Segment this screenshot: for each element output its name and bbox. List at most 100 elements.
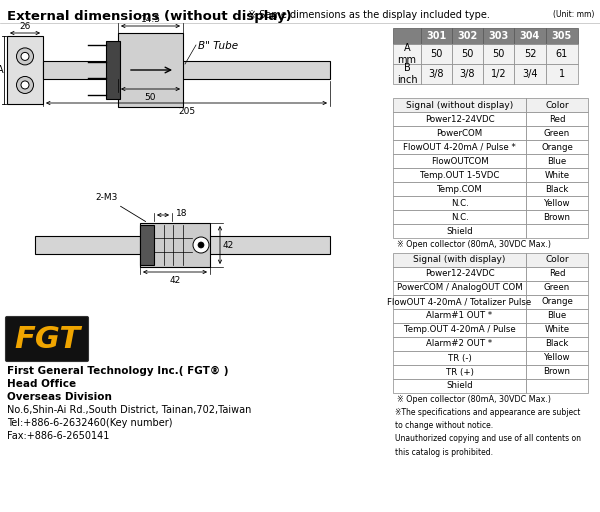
Bar <box>526 196 588 210</box>
Bar <box>514 28 546 44</box>
Text: A: A <box>0 65 4 75</box>
Text: PowerCOM: PowerCOM <box>436 129 482 138</box>
Text: FGT: FGT <box>14 326 80 354</box>
Text: Red: Red <box>549 269 565 279</box>
Text: Shield: Shield <box>446 381 473 391</box>
Text: Orange: Orange <box>541 297 573 307</box>
Bar <box>526 365 588 379</box>
Text: 42: 42 <box>169 276 181 285</box>
Text: 1/2: 1/2 <box>491 69 506 79</box>
Bar <box>393 295 526 309</box>
Text: 42: 42 <box>223 241 234 249</box>
Text: Blue: Blue <box>547 311 566 321</box>
Circle shape <box>21 52 29 60</box>
Bar <box>393 365 526 379</box>
Bar <box>526 309 588 323</box>
Bar <box>526 182 588 196</box>
Bar <box>393 64 421 84</box>
Text: FlowOUT 4-20mA / Pulse *: FlowOUT 4-20mA / Pulse * <box>403 142 516 152</box>
Text: Black: Black <box>545 339 569 349</box>
Text: Yellow: Yellow <box>544 353 570 362</box>
Bar <box>452 64 483 84</box>
Bar <box>526 126 588 140</box>
Circle shape <box>21 81 29 89</box>
Text: Temp.OUT 1-5VDC: Temp.OUT 1-5VDC <box>420 170 499 180</box>
Text: 52: 52 <box>524 49 536 59</box>
Circle shape <box>17 76 34 94</box>
Text: TR (+): TR (+) <box>446 368 473 376</box>
Bar <box>526 154 588 168</box>
Bar <box>526 168 588 182</box>
Bar <box>526 323 588 337</box>
Text: 1: 1 <box>559 69 565 79</box>
Text: Signal (without display): Signal (without display) <box>406 100 513 110</box>
Bar <box>393 196 526 210</box>
Text: FlowOUTCOM: FlowOUTCOM <box>431 157 488 165</box>
Bar <box>393 309 526 323</box>
Bar <box>106 41 120 99</box>
Text: PowerCOM / AnalogOUT COM: PowerCOM / AnalogOUT COM <box>397 284 523 292</box>
Text: 50: 50 <box>461 49 473 59</box>
Bar <box>452 44 483 64</box>
Bar <box>393 323 526 337</box>
Text: 301: 301 <box>427 31 446 41</box>
Text: FlowOUT 4-20mA / Totalizer Pulse: FlowOUT 4-20mA / Totalizer Pulse <box>388 297 532 307</box>
Text: Orange: Orange <box>541 142 573 152</box>
Text: 303: 303 <box>488 31 509 41</box>
Bar <box>526 337 588 351</box>
Text: 305: 305 <box>552 31 572 41</box>
Circle shape <box>198 242 204 248</box>
Bar <box>393 224 526 238</box>
Bar <box>546 64 578 84</box>
Text: 50: 50 <box>430 49 443 59</box>
Bar <box>526 210 588 224</box>
Bar <box>483 28 514 44</box>
Text: ※ Open collector (80mA, 30VDC Max.): ※ Open collector (80mA, 30VDC Max.) <box>397 240 551 249</box>
Bar <box>393 182 526 196</box>
Text: Green: Green <box>544 284 570 292</box>
Text: B" Tube: B" Tube <box>198 41 238 51</box>
Bar <box>526 295 588 309</box>
Text: White: White <box>544 326 569 334</box>
Text: N.C.: N.C. <box>451 212 469 222</box>
Bar <box>452 28 483 44</box>
Text: Color: Color <box>545 255 569 265</box>
Text: 3/4: 3/4 <box>522 69 538 79</box>
Text: ※ Same dimensions as the display included type.: ※ Same dimensions as the display include… <box>248 10 490 20</box>
Text: Temp.OUT 4-20mA / Pulse: Temp.OUT 4-20mA / Pulse <box>404 326 515 334</box>
Text: Temp.COM: Temp.COM <box>437 184 482 194</box>
Bar <box>393 154 526 168</box>
Bar <box>526 224 588 238</box>
Text: Color: Color <box>545 100 569 110</box>
Text: TR (-): TR (-) <box>448 353 472 362</box>
Text: 61: 61 <box>556 49 568 59</box>
Text: 205: 205 <box>178 107 195 116</box>
Bar <box>393 253 526 267</box>
Bar <box>421 28 452 44</box>
Text: Brown: Brown <box>544 368 571 376</box>
Text: 14.5: 14.5 <box>140 15 161 24</box>
Bar <box>421 64 452 84</box>
Bar <box>35 236 330 254</box>
Text: White: White <box>544 170 569 180</box>
Bar <box>514 64 546 84</box>
Text: Fax:+886-6-2650141: Fax:+886-6-2650141 <box>7 431 109 441</box>
Text: Alarm#2 OUT *: Alarm#2 OUT * <box>427 339 493 349</box>
Circle shape <box>17 48 34 65</box>
Bar <box>393 337 526 351</box>
Text: Red: Red <box>549 115 565 123</box>
Text: A
mm: A mm <box>398 43 416 65</box>
Text: Tel:+886-6-2632460(Key number): Tel:+886-6-2632460(Key number) <box>7 418 173 428</box>
Bar <box>393 126 526 140</box>
Bar <box>140 223 210 267</box>
Bar <box>393 28 421 44</box>
Bar <box>393 112 526 126</box>
Text: Power12-24VDC: Power12-24VDC <box>425 269 494 279</box>
Text: Signal (with display): Signal (with display) <box>413 255 506 265</box>
Text: N.C.: N.C. <box>451 199 469 207</box>
Bar <box>7 36 43 104</box>
Bar <box>393 281 526 295</box>
Bar <box>393 140 526 154</box>
Bar <box>526 379 588 393</box>
Bar <box>118 33 183 107</box>
